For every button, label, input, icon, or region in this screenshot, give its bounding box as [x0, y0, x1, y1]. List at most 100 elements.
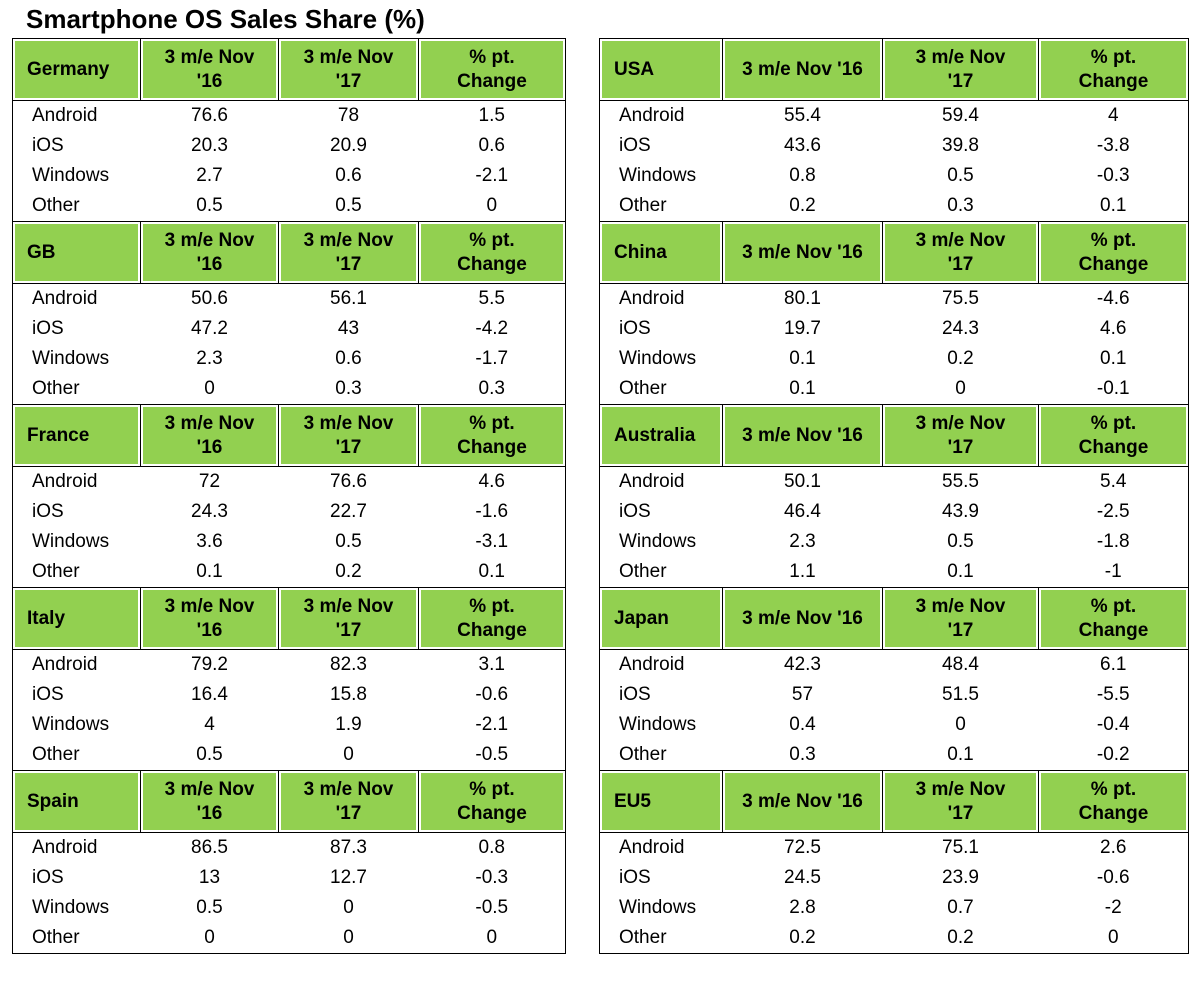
cell-value: 76.6	[191, 105, 228, 126]
os-label: Windows	[599, 893, 723, 923]
cell-value: 0.4	[789, 714, 816, 735]
cell-value: 20.9	[330, 135, 367, 156]
cell-value: -2	[1038, 893, 1189, 923]
cell-value: 24.3	[942, 318, 979, 339]
os-label: Other	[599, 923, 723, 954]
header-text: Australia	[614, 424, 696, 446]
cell-value: 0.5	[947, 531, 974, 552]
os-label: Windows	[12, 161, 141, 191]
cell-value: 0	[278, 740, 419, 771]
column-header: 3 m/e Nov '16	[722, 770, 883, 833]
data-row: Windows 4 1.9 -2.1	[12, 710, 566, 740]
data-row: Other 0.3 0.1 -0.2	[599, 740, 1189, 771]
header-row: Japan 3 m/e Nov '16 3 m/e Nov '17 % pt. Cha…	[599, 587, 1189, 650]
data-row: Other 0.5 0.5 0	[12, 191, 566, 222]
column-header: 3 m/e Nov '16	[140, 221, 279, 284]
cell-value: 86.5	[191, 837, 228, 858]
os-label: iOS	[12, 680, 141, 710]
data-row: Other 0 0 0	[12, 923, 566, 954]
data-row: iOS 57 51.5 -5.5	[599, 680, 1189, 710]
data-row: Android 72 76.6 4.6	[12, 466, 566, 497]
header-text: % pt. Change	[1078, 46, 1149, 92]
column-header: 3 m/e Nov '16	[722, 38, 883, 101]
column-header: % pt. Change	[418, 587, 566, 650]
header-text: 3 m/e Nov '16	[164, 778, 255, 824]
os-label: Other	[12, 374, 141, 405]
cell-value: -0.2	[1038, 740, 1189, 771]
data-row: iOS 24.5 23.9 -0.6	[599, 863, 1189, 893]
cell-value: 0.1	[789, 348, 816, 369]
header-text: China	[614, 241, 667, 263]
cell-value: 0.2	[882, 923, 1039, 954]
data-row: Android 72.5 75.1 2.6	[599, 832, 1189, 863]
os-label: Android	[599, 832, 723, 863]
cell-value: 4	[204, 714, 215, 735]
column-header: % pt. Change	[1038, 770, 1189, 833]
cell-value: 56.1	[330, 288, 367, 309]
cell-value: 22.7	[330, 501, 367, 522]
cell-value: 80.1	[784, 288, 821, 309]
header-row: EU5 3 m/e Nov '16 3 m/e Nov '17 % pt. Chang…	[599, 770, 1189, 833]
column-header: 3 m/e Nov '16	[140, 38, 279, 101]
data-row: Android 80.1 75.5 -4.6	[599, 283, 1189, 314]
cell-value: 0	[882, 374, 1039, 405]
header-text: 3 m/e Nov '16	[742, 241, 863, 263]
header-text: GB	[27, 241, 56, 263]
cell-value: 57	[791, 684, 814, 705]
cell-value: 78	[337, 105, 360, 126]
header-text: 3 m/e Nov '17	[915, 778, 1006, 824]
cell-value: 15.8	[330, 684, 367, 705]
column-header: 3 m/e Nov '17	[278, 221, 419, 284]
column-header: 3 m/e Nov '17	[882, 221, 1039, 284]
os-label: iOS	[599, 497, 723, 527]
header-text: 3 m/e Nov '16	[164, 229, 255, 275]
column-header: 3 m/e Nov '16	[140, 770, 279, 833]
cell-value: 2.8	[789, 897, 816, 918]
cell-value: 19.7	[784, 318, 821, 339]
cell-value: 0.2	[722, 191, 883, 222]
cell-value: 51.5	[942, 684, 979, 705]
cell-value: 82.3	[330, 654, 367, 675]
cell-value: -0.6	[1038, 863, 1189, 893]
data-row: Windows 2.8 0.7 -2	[599, 893, 1189, 923]
os-label: iOS	[12, 314, 141, 344]
cell-value: 0.2	[722, 923, 883, 954]
os-label: Android	[599, 649, 723, 680]
header-row: China 3 m/e Nov '16 3 m/e Nov '17 % pt. Cha…	[599, 221, 1189, 284]
cell-value: 72	[198, 471, 221, 492]
cell-value: 13	[198, 867, 221, 888]
os-label: Android	[12, 832, 141, 863]
header-text: 3 m/e Nov '16	[164, 595, 255, 641]
header-text: % pt. Change	[1078, 229, 1149, 275]
cell-value: -1.6	[418, 497, 566, 527]
cell-value: 23.9	[942, 867, 979, 888]
column-header: 3 m/e Nov '16	[140, 404, 279, 467]
cell-value: 0.5	[278, 191, 419, 222]
data-row: Other 0.2 0.3 0.1	[599, 191, 1189, 222]
column-header: % pt. Change	[418, 770, 566, 833]
os-label: Android	[12, 466, 141, 497]
os-label: iOS	[12, 497, 141, 527]
cell-value: 0	[343, 897, 354, 918]
cell-value: 0.1	[1038, 191, 1189, 222]
os-label: Android	[12, 100, 141, 131]
os-label: Windows	[12, 344, 141, 374]
data-row: iOS 46.4 43.9 -2.5	[599, 497, 1189, 527]
cell-value: 0	[1038, 923, 1189, 954]
cell-value: -2.1	[418, 710, 566, 740]
cell-value: 42.3	[784, 654, 821, 675]
os-label: iOS	[599, 131, 723, 161]
cell-value: 0	[140, 923, 279, 954]
cell-value: 0.1	[882, 557, 1039, 588]
column-header: 3 m/e Nov '17	[882, 404, 1039, 467]
section-label: France	[12, 404, 141, 467]
header-text: 3 m/e Nov '16	[742, 58, 863, 80]
data-row: Android 50.1 55.5 5.4	[599, 466, 1189, 497]
cell-value: 0.3	[722, 740, 883, 771]
data-row: Other 0.5 0 -0.5	[12, 740, 566, 771]
column-header: 3 m/e Nov '16	[722, 221, 883, 284]
header-text: % pt. Change	[1078, 595, 1149, 641]
os-label: Windows	[12, 527, 141, 557]
os-label: Android	[12, 649, 141, 680]
header-text: % pt. Change	[457, 595, 527, 641]
